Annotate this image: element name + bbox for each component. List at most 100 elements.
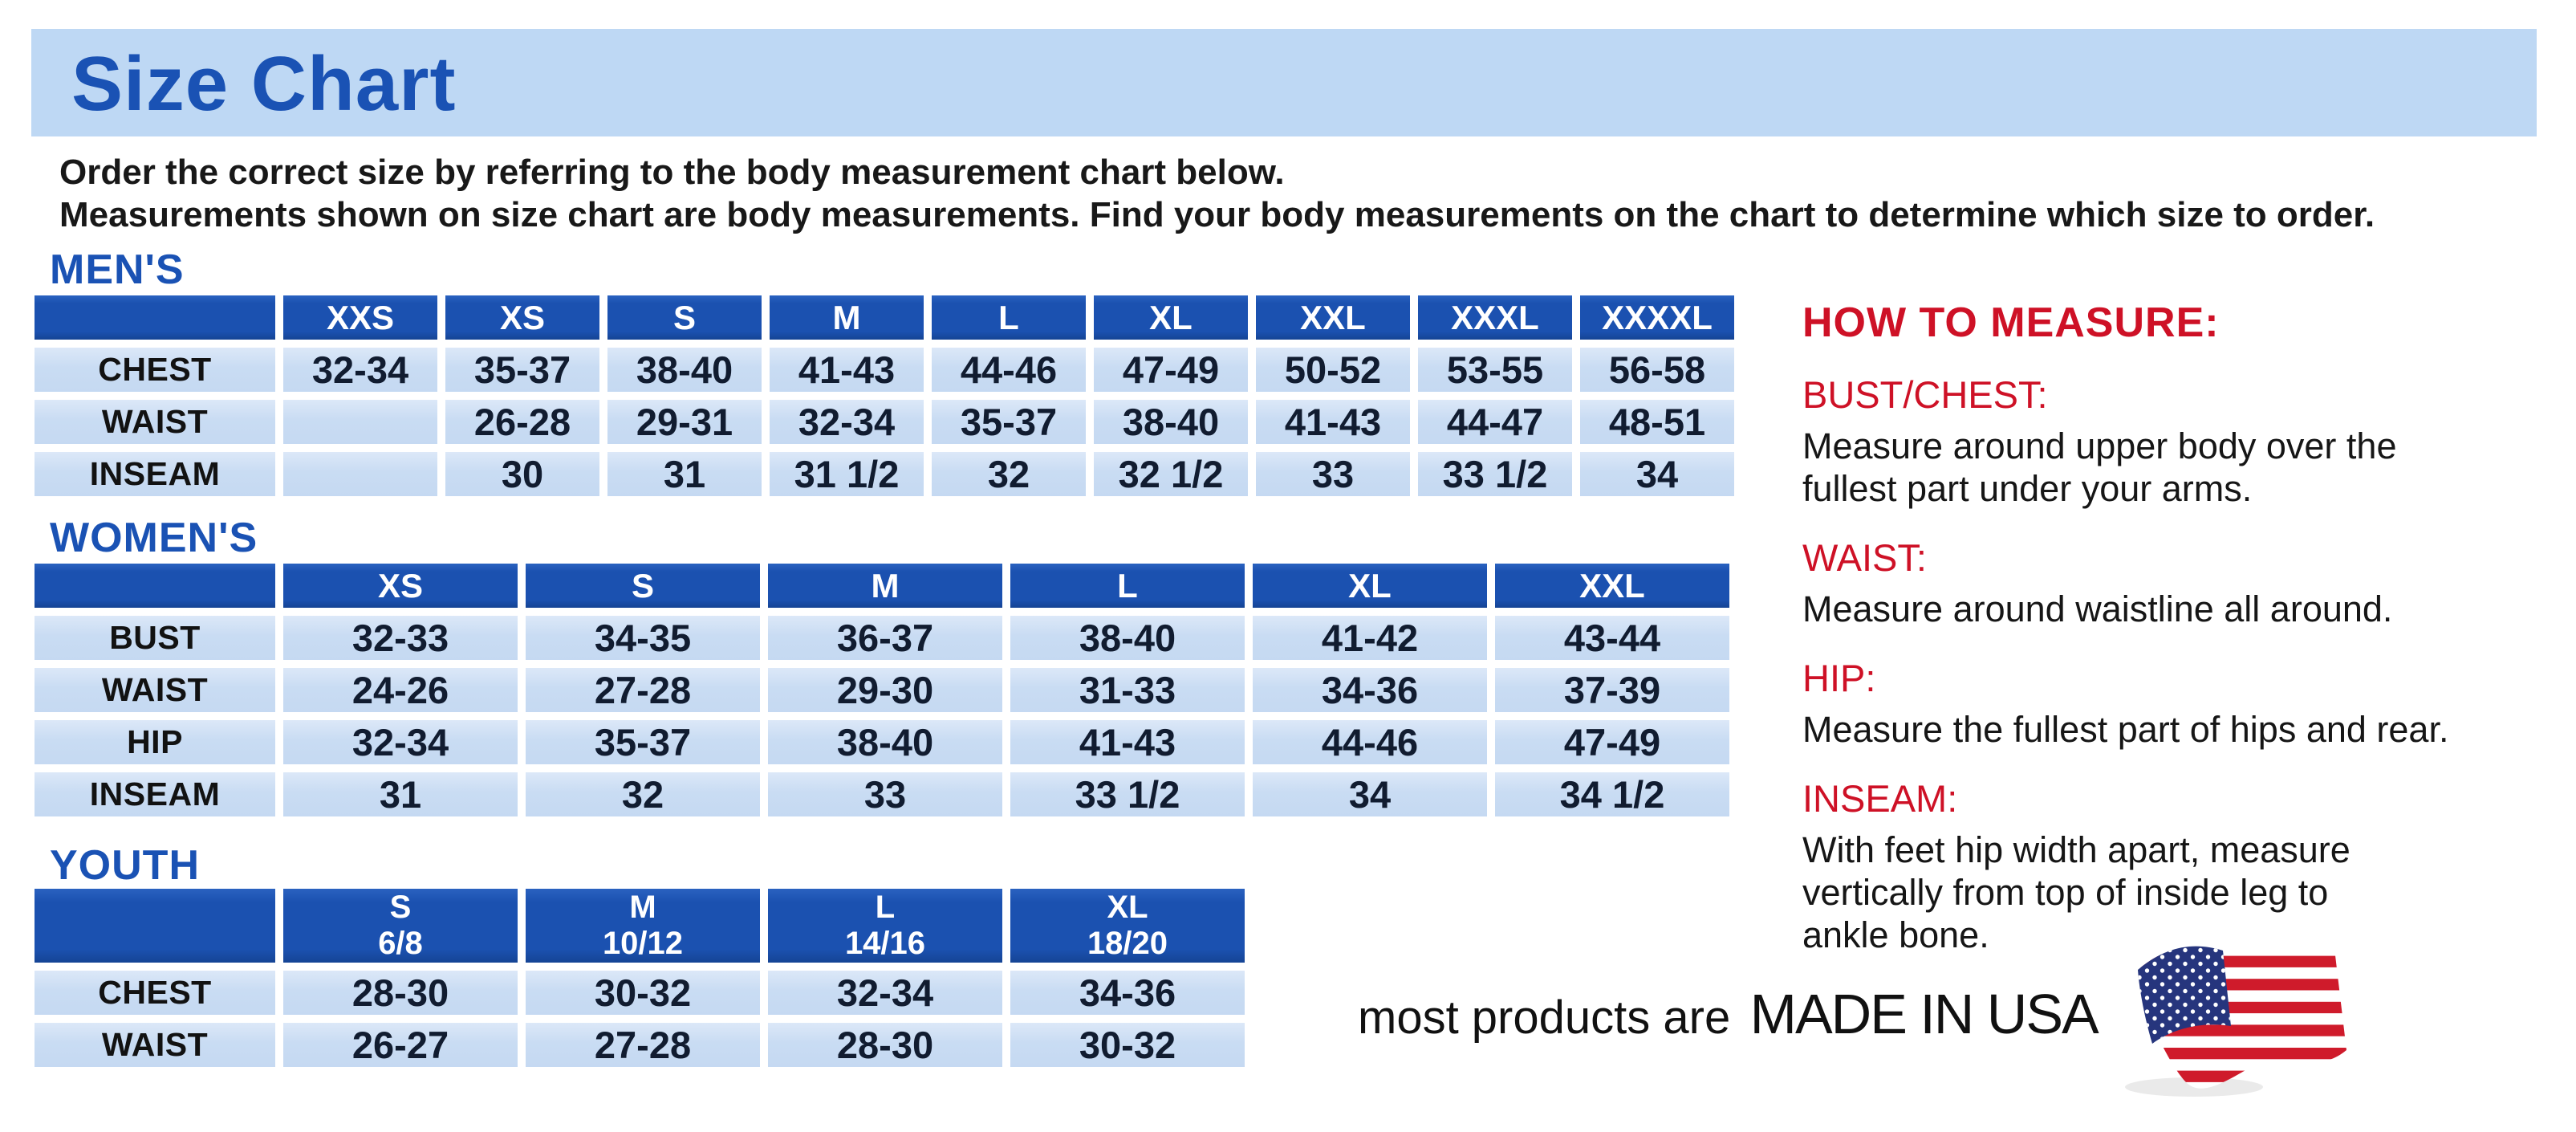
corner-cell	[35, 564, 275, 608]
size-cell: 30	[445, 452, 599, 496]
size-cell: 32-34	[283, 348, 437, 392]
size-cell: 38-40	[1094, 400, 1248, 444]
row-label: INSEAM	[35, 452, 275, 496]
size-cell: 50-52	[1256, 348, 1410, 392]
table-row: WAIST 26-27 27-28 28-30 30-32	[35, 1023, 1245, 1067]
size-cell: 28-30	[768, 1023, 1002, 1067]
column-header: XL	[1253, 564, 1487, 608]
corner-cell	[35, 889, 275, 963]
size-cell: 37-39	[1495, 668, 1729, 712]
size-cell: 44-47	[1418, 400, 1572, 444]
youth-size-range: 6/8	[378, 926, 423, 961]
flag-stars	[2137, 946, 2231, 1044]
size-cell	[283, 452, 437, 496]
size-cell: 47-49	[1495, 720, 1729, 764]
made-in-usa-text: most products are MADE IN USA	[1358, 982, 2099, 1046]
table-row: CHEST 28-30 30-32 32-34 34-36	[35, 971, 1245, 1015]
column-header: S	[526, 564, 760, 608]
row-label: CHEST	[35, 971, 275, 1015]
table-row: WAIST 26-28 29-31 32-34 35-37 38-40 41-4…	[35, 400, 1734, 444]
column-header: XXXL	[1418, 295, 1572, 340]
mens-section-heading: MEN'S	[50, 246, 185, 293]
row-label: HIP	[35, 720, 275, 764]
made-in-usa-label: MADE IN USA	[1749, 983, 2099, 1045]
youth-size-label: L	[875, 890, 896, 925]
size-cell	[283, 400, 437, 444]
size-cell: 32-33	[283, 616, 518, 660]
column-header: M	[770, 295, 924, 340]
measure-item: BUST/CHEST: Measure around upper body ov…	[1802, 373, 2576, 510]
size-cell: 32	[526, 772, 760, 816]
measure-item: INSEAM: With feet hip width apart, measu…	[1802, 776, 2576, 956]
size-cell: 34	[1580, 452, 1734, 496]
row-label: WAIST	[35, 400, 275, 444]
intro-line-1: Order the correct size by referring to t…	[59, 153, 1285, 192]
youth-size-range: 14/16	[844, 926, 926, 961]
womens-size-table: XS S M L XL XXL BUST 32-33 34-35 36-37 3…	[26, 556, 1737, 825]
size-cell: 56-58	[1580, 348, 1734, 392]
intro-text: Order the correct size by referring to t…	[59, 151, 2375, 236]
size-cell: 38-40	[607, 348, 762, 392]
size-cell: 41-42	[1253, 616, 1487, 660]
row-label: CHEST	[35, 348, 275, 392]
table-row: WAIST 24-26 27-28 29-30 31-33 34-36 37-3…	[35, 668, 1729, 712]
column-header: XL 18/20	[1010, 889, 1245, 963]
column-header: XXL	[1495, 564, 1729, 608]
size-cell: 43-44	[1495, 616, 1729, 660]
size-cell: 35-37	[932, 400, 1086, 444]
youth-size-label: S	[389, 890, 412, 925]
size-cell: 30-32	[526, 971, 760, 1015]
youth-section-heading: YOUTH	[50, 842, 200, 889]
row-label: INSEAM	[35, 772, 275, 816]
size-cell: 27-28	[526, 668, 760, 712]
size-cell: 33 1/2	[1418, 452, 1572, 496]
row-label: WAIST	[35, 668, 275, 712]
size-cell: 32 1/2	[1094, 452, 1248, 496]
corner-cell	[35, 295, 275, 340]
size-cell: 31	[607, 452, 762, 496]
size-cell: 36-37	[768, 616, 1002, 660]
size-cell: 27-28	[526, 1023, 760, 1067]
size-cell: 28-30	[283, 971, 518, 1015]
measure-item-text: Measure around waistline all around.	[1802, 588, 2393, 629]
footer-note: most products are MADE IN USA	[1358, 930, 2361, 1098]
column-header: XXS	[283, 295, 437, 340]
title-bar: Size Chart	[31, 29, 2537, 136]
table-row: INSEAM 31 32 33 33 1/2 34 34 1/2	[35, 772, 1729, 816]
how-to-measure-panel: HOW TO MEASURE: BUST/CHEST: Measure arou…	[1802, 299, 2576, 956]
measure-item-label: BUST/CHEST:	[1802, 373, 2048, 416]
table-header-row: XXS XS S M L XL XXL XXXL XXXXL	[35, 295, 1734, 340]
size-cell: 44-46	[1253, 720, 1487, 764]
measure-item-text: With feet hip width apart, measure verti…	[1802, 829, 2350, 955]
measure-item-label: WAIST:	[1802, 536, 1927, 579]
size-cell: 33	[1256, 452, 1410, 496]
size-cell: 41-43	[1010, 720, 1245, 764]
size-cell: 34-36	[1253, 668, 1487, 712]
size-cell: 41-43	[1256, 400, 1410, 444]
column-header: S	[607, 295, 762, 340]
size-cell: 34 1/2	[1495, 772, 1729, 816]
size-cell: 32-34	[770, 400, 924, 444]
column-header: XS	[283, 564, 518, 608]
column-header: XL	[1094, 295, 1248, 340]
size-cell: 26-28	[445, 400, 599, 444]
size-cell: 26-27	[283, 1023, 518, 1067]
table-row: CHEST 32-34 35-37 38-40 41-43 44-46 47-4…	[35, 348, 1734, 392]
size-cell: 47-49	[1094, 348, 1248, 392]
womens-section-heading: WOMEN'S	[50, 515, 258, 561]
youth-size-range: 10/12	[602, 926, 684, 961]
intro-line-2: Measurements shown on size chart are bod…	[59, 195, 2375, 234]
column-header: M	[768, 564, 1002, 608]
table-row: BUST 32-33 34-35 36-37 38-40 41-42 43-44	[35, 616, 1729, 660]
column-header: S 6/8	[283, 889, 518, 963]
size-cell: 38-40	[768, 720, 1002, 764]
page-title: Size Chart	[71, 41, 457, 127]
measure-item-label: HIP:	[1802, 657, 1876, 699]
measure-item: WAIST: Measure around waistline all arou…	[1802, 535, 2576, 630]
size-cell: 29-31	[607, 400, 762, 444]
measure-item: HIP: Measure the fullest part of hips an…	[1802, 656, 2576, 751]
column-header: L	[1010, 564, 1245, 608]
usa-flag-icon	[2120, 933, 2361, 1101]
size-cell: 32-34	[283, 720, 518, 764]
